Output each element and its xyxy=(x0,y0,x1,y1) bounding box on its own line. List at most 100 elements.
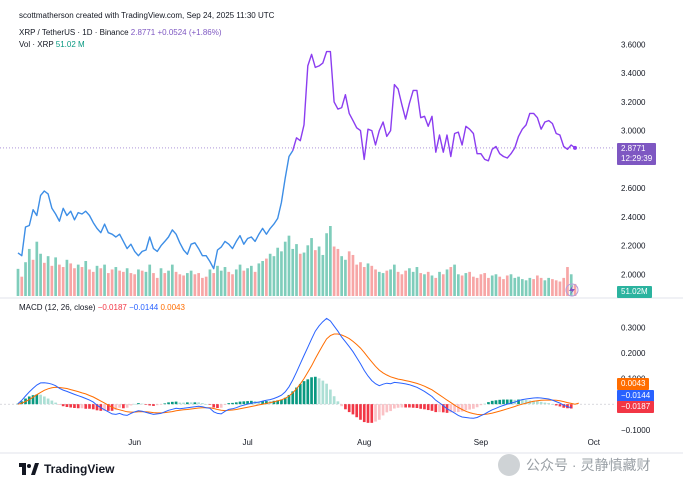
volume-bar xyxy=(27,248,31,296)
volume-bar xyxy=(227,271,231,296)
volume-bar xyxy=(283,241,287,296)
volume-bar xyxy=(257,263,261,296)
volume-bar xyxy=(374,269,377,296)
price-axis-tick: 3.2000 xyxy=(621,98,646,107)
volume-bar xyxy=(464,273,468,296)
volume-bar xyxy=(238,264,242,296)
volume-bar xyxy=(167,270,170,296)
volume-bar xyxy=(212,273,216,296)
macd-histogram-bar xyxy=(178,402,182,405)
volume-bar xyxy=(344,259,347,296)
macd-histogram-bar xyxy=(106,404,110,411)
macd-histogram-bar xyxy=(441,404,445,413)
macd-histogram-bar xyxy=(204,404,208,405)
volume-bar xyxy=(280,251,283,296)
volume-bar xyxy=(197,273,200,296)
volume-bar xyxy=(65,259,69,296)
macd-histogram-bar xyxy=(125,404,129,408)
macd-histogram-bar xyxy=(502,399,505,405)
volume-bar xyxy=(490,275,494,296)
volume-bar xyxy=(438,271,441,296)
volume-bar xyxy=(460,275,464,296)
volume-bar xyxy=(84,261,88,296)
macd-histogram-bar xyxy=(479,404,483,406)
volume-bar xyxy=(434,277,438,296)
volume-bar xyxy=(445,269,449,296)
macd-histogram-bar xyxy=(50,400,54,405)
volume-bar xyxy=(39,253,42,296)
macd-histogram-bar xyxy=(393,404,396,409)
volume-bar xyxy=(468,271,471,296)
volume-legend: Vol · XRP 51.02 M xyxy=(19,40,85,49)
macd-histogram-bar xyxy=(133,403,137,405)
volume-label: Vol · XRP xyxy=(19,40,54,49)
macd-histogram-bar xyxy=(61,404,65,407)
volume-bar xyxy=(332,246,336,296)
macd-histogram-bar xyxy=(174,401,178,405)
macd-histogram-bar xyxy=(35,394,39,405)
volume-bar xyxy=(140,270,144,296)
macd-histogram-bar xyxy=(355,404,359,418)
volume-bar xyxy=(453,264,456,296)
countdown-value: 12:29:39 xyxy=(621,154,653,163)
macd-histogram-bar xyxy=(306,379,310,405)
macd-signal-value: 0.0043 xyxy=(160,303,185,312)
macd-histogram-bar xyxy=(490,400,494,405)
volume-bar xyxy=(509,274,513,296)
macd-histogram-bar xyxy=(498,399,502,405)
volume-bar xyxy=(91,271,95,296)
macd-histogram-bar xyxy=(42,396,46,405)
volume-bar xyxy=(355,264,359,296)
macd-histogram-bar xyxy=(114,404,118,410)
macd-histogram-bar xyxy=(494,400,498,405)
volume-bar xyxy=(569,274,573,296)
macd-histogram-bar xyxy=(122,404,125,409)
volume-bar xyxy=(118,270,121,296)
volume-bar xyxy=(543,280,547,296)
signal-tag: 0.0043 xyxy=(617,378,650,390)
volume-bar xyxy=(122,271,125,296)
macd-histogram-bar xyxy=(381,404,385,416)
signal-line xyxy=(17,333,579,416)
macd-histogram-bar xyxy=(366,404,370,423)
macd-histogram-bar xyxy=(283,397,287,405)
volume-bar xyxy=(261,261,264,296)
volume-bar xyxy=(61,267,65,296)
macd-histogram-bar xyxy=(287,394,291,405)
price-line-purple xyxy=(292,50,576,162)
macd-histogram-bar xyxy=(295,387,298,405)
volume-bar xyxy=(536,275,539,296)
macd-histogram-bar xyxy=(84,404,88,409)
volume-bar xyxy=(16,268,20,296)
macd-line-value: −0.0144 xyxy=(129,303,159,312)
macd-histogram-bar xyxy=(216,404,219,408)
volume-bar xyxy=(573,283,577,296)
macd-histogram-bar xyxy=(456,404,460,413)
macd-histogram-bar xyxy=(88,404,91,409)
macd-histogram-bar xyxy=(340,404,344,407)
symbol-name: XRP / TetherUS · 1D · Binance xyxy=(19,28,129,37)
macd-histogram-bar xyxy=(186,402,189,405)
volume-bar xyxy=(58,264,61,296)
macd-histogram-bar xyxy=(554,404,558,406)
volume-bar xyxy=(163,273,167,296)
volume-bar xyxy=(249,265,253,296)
alert-icon-bolt xyxy=(569,285,575,295)
macd-histogram-bar xyxy=(223,404,227,405)
volume-bar xyxy=(208,269,212,296)
volume-bar xyxy=(336,248,340,296)
macd-histogram-bar xyxy=(423,404,426,410)
macd-histogram-bar xyxy=(140,403,144,405)
macd-histogram-bar xyxy=(65,404,69,407)
macd-histogram-bar xyxy=(449,404,453,413)
macd-histogram-bar xyxy=(155,404,159,406)
macd-axis-tick: −0.1000 xyxy=(621,426,651,435)
volume-bar xyxy=(291,248,295,296)
macd-histogram-bar xyxy=(242,401,246,405)
volume-bar xyxy=(46,256,50,296)
macd-histogram-bar xyxy=(152,404,155,406)
volume-bar xyxy=(370,265,374,296)
macd-histogram-bar xyxy=(317,378,321,405)
macd-histogram-bar xyxy=(231,402,234,405)
